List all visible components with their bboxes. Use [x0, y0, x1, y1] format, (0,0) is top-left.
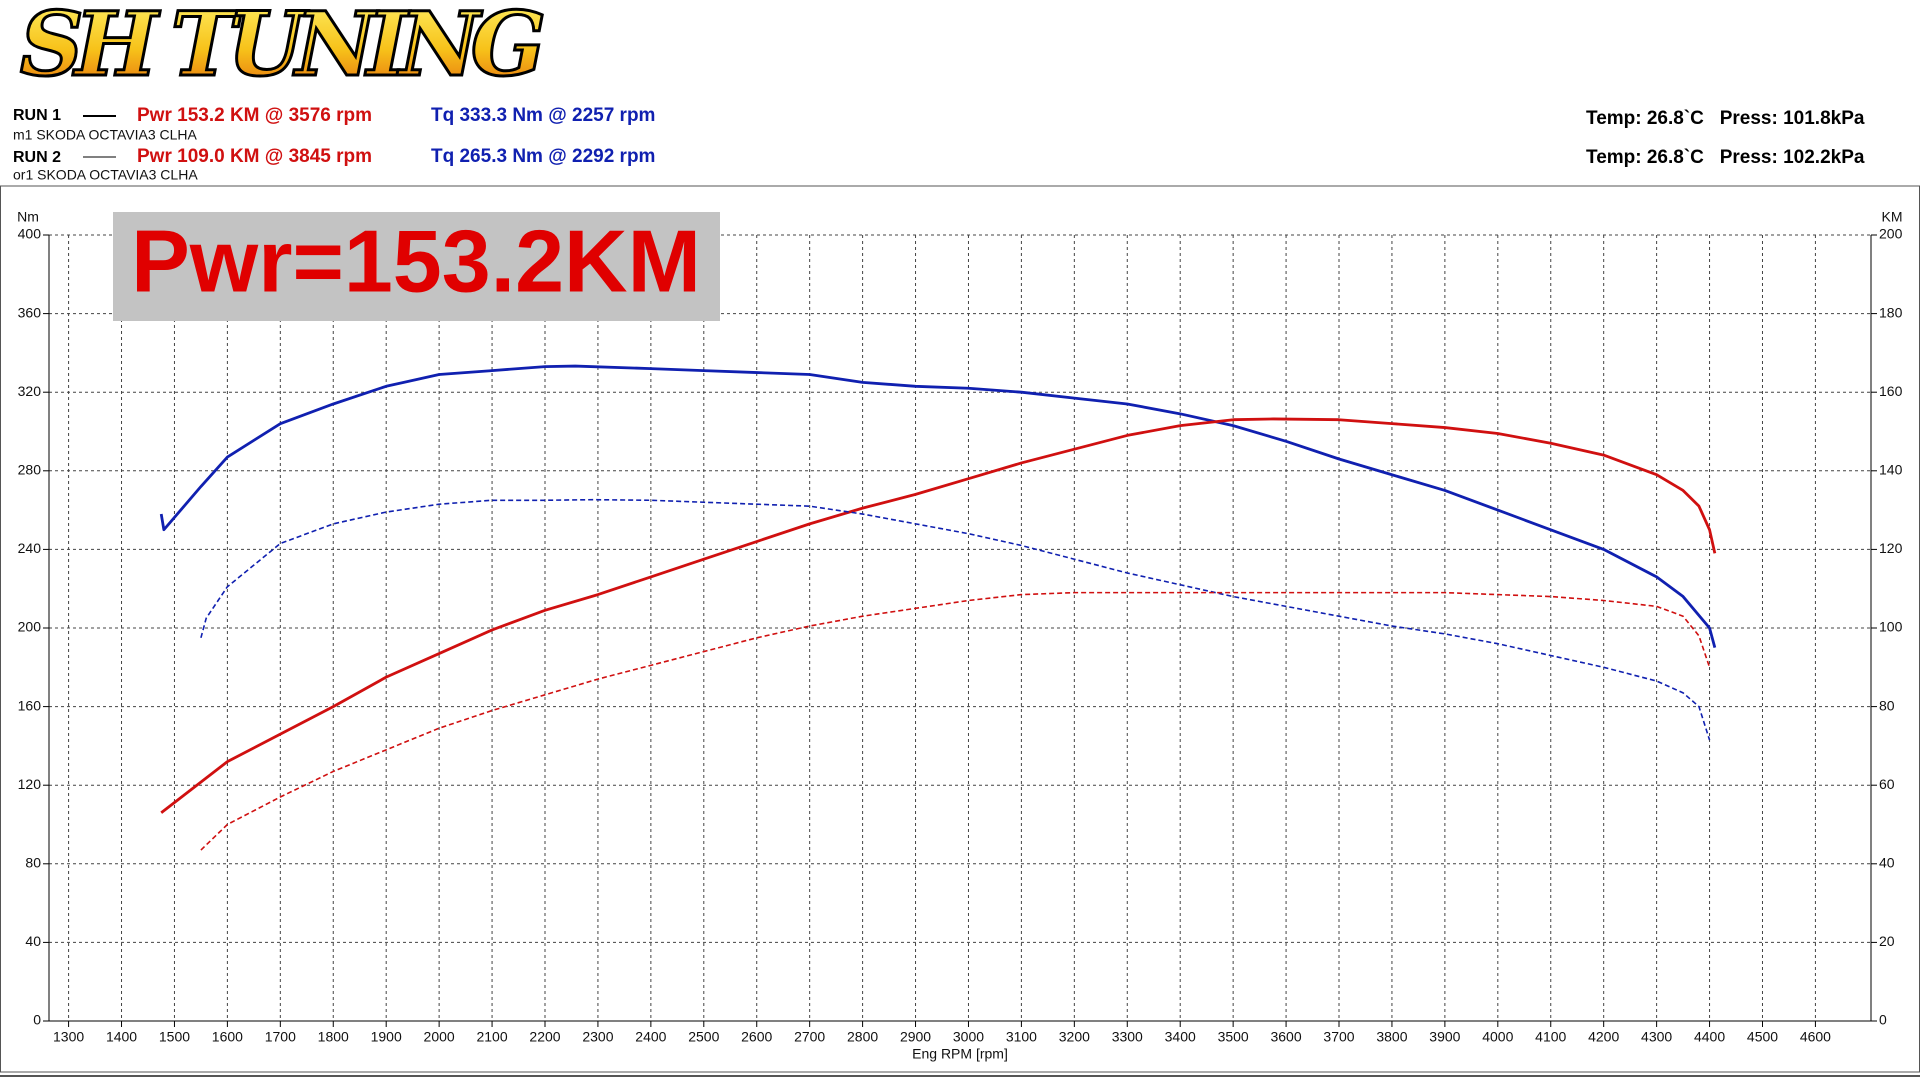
- x-tick-label: 4100: [1535, 1029, 1566, 1045]
- series-line: [159, 364, 1717, 649]
- x-tick-label: 3800: [1376, 1029, 1407, 1045]
- x-tick-label: 2800: [847, 1029, 878, 1045]
- run-torque: Tq 333.3 Nm @ 2257 rpm: [431, 105, 655, 126]
- y-tick-label: 400: [18, 226, 42, 242]
- run-vehicle: m1 SKODA OCTAVIA3 CLHA: [13, 127, 198, 143]
- x-tick-label: 1400: [106, 1029, 137, 1045]
- x-tick-label: 1600: [212, 1029, 243, 1045]
- x-tick-label: 4000: [1482, 1029, 1513, 1045]
- x-tick-label: 4400: [1694, 1029, 1725, 1045]
- run-conditions: Temp: 26.8`C Press: 101.8kPa: [1586, 108, 1865, 129]
- series-line: [160, 417, 1717, 814]
- x-tick-label: 1900: [371, 1029, 402, 1045]
- x-tick-label: 2700: [794, 1029, 825, 1045]
- x-tick-label: 3500: [1218, 1029, 1249, 1045]
- x-axis-label: Eng RPM [rpm]: [912, 1046, 1008, 1062]
- x-tick-label: 2300: [582, 1029, 613, 1045]
- run-power: Pwr 109.0 KM @ 3845 rpm: [137, 146, 372, 167]
- run-vehicle: or1 SKODA OCTAVIA3 CLHA: [13, 167, 198, 183]
- y2-tick-label: 120: [1879, 540, 1903, 556]
- x-tick-label: 2900: [900, 1029, 931, 1045]
- x-tick-label: 2400: [635, 1029, 666, 1045]
- run-torque: Tq 265.3 Nm @ 2292 rpm: [431, 146, 655, 167]
- run-label: RUN 1: [13, 107, 61, 124]
- x-tick-label: 3300: [1112, 1029, 1143, 1045]
- x-tick-label: 4200: [1588, 1029, 1619, 1045]
- y2-tick-label: 20: [1879, 933, 1895, 949]
- y-axis-label: Nm: [17, 209, 39, 225]
- y2-tick-label: 80: [1879, 697, 1895, 713]
- x-tick-label: 4600: [1800, 1029, 1831, 1045]
- x-tick-label: 4500: [1747, 1029, 1778, 1045]
- x-tick-label: 2500: [688, 1029, 719, 1045]
- y2-tick-label: 200: [1879, 226, 1903, 242]
- x-tick-label: 3600: [1270, 1029, 1301, 1045]
- run-power: Pwr 153.2 KM @ 3576 rpm: [137, 105, 372, 126]
- x-tick-label: 1300: [53, 1029, 84, 1045]
- y-tick-label: 120: [18, 776, 42, 792]
- y2-tick-label: 160: [1879, 383, 1903, 399]
- y2-tick-label: 40: [1879, 855, 1895, 871]
- y-tick-label: 0: [33, 1012, 41, 1028]
- y2-axis-label: KM: [1882, 209, 1903, 225]
- y-tick-label: 40: [25, 933, 41, 949]
- y-tick-label: 360: [18, 304, 42, 320]
- x-tick-label: 2200: [529, 1029, 560, 1045]
- x-tick-label: 1700: [265, 1029, 296, 1045]
- annotation: Pwr=153.2KM: [131, 211, 701, 310]
- x-tick-label: 2100: [476, 1029, 507, 1045]
- y2-tick-label: 60: [1879, 776, 1895, 792]
- logo: SH TUNING: [20, 0, 560, 96]
- x-tick-label: 3700: [1323, 1029, 1354, 1045]
- x-tick-label: 4300: [1641, 1029, 1672, 1045]
- annotation-box: [113, 212, 720, 321]
- y2-tick-label: 0: [1879, 1012, 1887, 1028]
- run-label: RUN 2: [13, 149, 61, 166]
- y-tick-label: 200: [18, 619, 42, 635]
- x-tick-label: 3100: [1006, 1029, 1037, 1045]
- y-tick-label: 240: [18, 540, 42, 556]
- y-tick-label: 280: [18, 462, 42, 478]
- y2-tick-label: 180: [1879, 304, 1903, 320]
- x-tick-label: 2000: [424, 1029, 455, 1045]
- series-line: [200, 591, 1711, 851]
- x-tick-label: 1500: [159, 1029, 190, 1045]
- y2-tick-label: 100: [1879, 619, 1903, 635]
- x-tick-label: 3200: [1059, 1029, 1090, 1045]
- y-tick-label: 320: [18, 383, 42, 399]
- run-conditions: Temp: 26.8`C Press: 102.2kPa: [1586, 147, 1865, 168]
- x-tick-label: 3400: [1165, 1029, 1196, 1045]
- x-tick-label: 3000: [953, 1029, 984, 1045]
- x-tick-label: 2600: [741, 1029, 772, 1045]
- x-tick-label: 3900: [1429, 1029, 1460, 1045]
- y-tick-label: 160: [18, 697, 42, 713]
- x-tick-label: 1800: [318, 1029, 349, 1045]
- y-tick-label: 80: [25, 855, 41, 871]
- y2-tick-label: 140: [1879, 462, 1903, 478]
